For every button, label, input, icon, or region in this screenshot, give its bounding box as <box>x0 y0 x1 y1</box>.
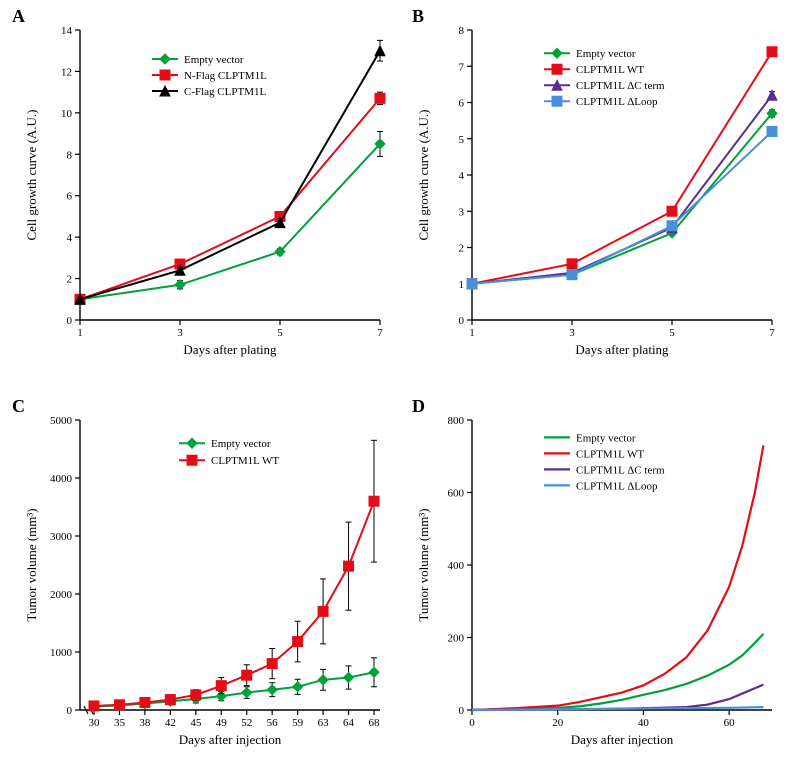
legend-C: Empty vector CLPTM1L WT <box>179 438 279 467</box>
svg-text:N-Flag CLPTM1L: N-Flag CLPTM1L <box>184 70 267 82</box>
svg-text:2: 2 <box>67 274 73 286</box>
svg-text:Tumor volume (mm³): Tumor volume (mm³) <box>416 508 431 621</box>
svg-text:Tumor volume (mm³): Tumor volume (mm³) <box>24 508 39 621</box>
svg-text:45: 45 <box>190 717 202 729</box>
svg-text:600: 600 <box>448 488 465 500</box>
svg-text:3: 3 <box>569 327 575 339</box>
svg-text:2000: 2000 <box>50 589 73 601</box>
svg-text:8: 8 <box>459 25 465 37</box>
svg-text:Days after plating: Days after plating <box>183 342 277 357</box>
svg-text:8: 8 <box>67 149 73 161</box>
svg-text:Days after injection: Days after injection <box>571 732 674 747</box>
svg-text:35: 35 <box>114 717 126 729</box>
svg-text:0: 0 <box>469 717 475 729</box>
svg-text:1: 1 <box>77 327 83 339</box>
series-B-2 <box>467 90 777 289</box>
series-A-0 <box>75 132 385 305</box>
series-D-0 <box>472 634 763 710</box>
svg-text:60: 60 <box>724 717 736 729</box>
panel-B: 0123456781357Days after platingCell grow… <box>416 25 777 357</box>
svg-text:800: 800 <box>448 415 465 427</box>
series-D-2 <box>472 685 763 710</box>
figure-root: A B C D 024681012141357Days after platin… <box>0 0 800 759</box>
svg-text:Empty vector: Empty vector <box>211 438 271 450</box>
series-B-0 <box>467 108 777 288</box>
svg-text:12: 12 <box>61 66 72 78</box>
svg-text:6: 6 <box>67 191 73 203</box>
panel-label-b: B <box>412 6 424 27</box>
svg-text:7: 7 <box>377 327 383 339</box>
svg-text:CLPTM1L WT: CLPTM1L WT <box>576 448 644 460</box>
svg-text:Empty vector: Empty vector <box>576 432 636 444</box>
svg-text:14: 14 <box>61 25 73 37</box>
legend-A: Empty vector N-Flag CLPTM1L C-Flag CLPTM1L <box>152 54 267 98</box>
svg-text:Cell growth curve (A.U.): Cell growth curve (A.U.) <box>416 109 431 240</box>
svg-text:7: 7 <box>769 327 775 339</box>
panel-C: 0 1000 2000 3000 4000 5000 30 35 38 42 45 49 52 56 59 6… <box>24 415 380 747</box>
svg-text:68: 68 <box>369 717 381 729</box>
svg-text:CLPTM1L ΔC term: CLPTM1L ΔC term <box>576 80 665 92</box>
svg-text:56: 56 <box>267 717 279 729</box>
svg-text:0: 0 <box>459 705 465 717</box>
svg-text:CLPTM1L WT: CLPTM1L WT <box>211 455 279 467</box>
svg-text:0: 0 <box>459 315 465 327</box>
figure-svg: 024681012141357Days after platingCell gr… <box>0 0 800 759</box>
svg-text:Empty vector: Empty vector <box>576 48 636 60</box>
svg-text:2: 2 <box>459 243 465 255</box>
svg-text:3: 3 <box>459 206 465 218</box>
svg-text:CLPTM1L WT: CLPTM1L WT <box>576 64 644 76</box>
svg-text:6: 6 <box>459 98 465 110</box>
panel-A: 0 2 4 6 8 10 12 14 1 3 5 7 Days after plating Cell gr… <box>24 25 385 357</box>
svg-text:3: 3 <box>177 327 183 339</box>
svg-text:5000: 5000 <box>50 415 73 427</box>
svg-text:4: 4 <box>67 232 73 244</box>
svg-text:20: 20 <box>552 717 564 729</box>
svg-text:1: 1 <box>459 279 465 291</box>
svg-text:Days after plating: Days after plating <box>575 342 669 357</box>
svg-text:4: 4 <box>459 170 465 182</box>
svg-text:5: 5 <box>669 327 675 339</box>
svg-text:64: 64 <box>343 717 355 729</box>
svg-text:30: 30 <box>89 717 101 729</box>
svg-text:5: 5 <box>277 327 283 339</box>
legend-B: Empty vector CLPTM1L WT CLPTM1L ΔC term CLP… <box>544 48 665 108</box>
svg-text:7: 7 <box>459 61 465 73</box>
svg-text:200: 200 <box>448 633 465 645</box>
svg-text:400: 400 <box>448 560 465 572</box>
svg-text:1000: 1000 <box>50 647 73 659</box>
panel-label-d: D <box>412 396 425 417</box>
svg-text:4000: 4000 <box>50 473 73 485</box>
svg-text:Cell growth curve (A.U.): Cell growth curve (A.U.) <box>24 109 39 240</box>
svg-text:5: 5 <box>459 134 465 146</box>
series-C-1 <box>89 440 379 711</box>
svg-text:Days after injection: Days after injection <box>179 732 282 747</box>
svg-text:CLPTM1L ΔLoop: CLPTM1L ΔLoop <box>576 96 658 108</box>
legend-D: Empty vector CLPTM1L WT CLPTM1L ΔC term CLP… <box>544 432 665 492</box>
svg-text:49: 49 <box>216 717 228 729</box>
svg-text:CLPTM1L ΔLoop: CLPTM1L ΔLoop <box>576 480 658 492</box>
svg-text:1: 1 <box>469 327 475 339</box>
svg-text:0: 0 <box>67 705 73 717</box>
svg-text:40: 40 <box>638 717 650 729</box>
svg-text:52: 52 <box>241 717 252 729</box>
svg-text:42: 42 <box>165 717 176 729</box>
svg-text:59: 59 <box>292 717 304 729</box>
panel-label-a: A <box>12 6 25 27</box>
svg-text:0: 0 <box>67 315 73 327</box>
panel-label-c: C <box>12 396 25 417</box>
svg-text:63: 63 <box>318 717 330 729</box>
svg-text:38: 38 <box>139 717 151 729</box>
panel-D: 0 200 400 600 800 0 20 40 60 Days after injection… <box>416 415 772 747</box>
svg-text:CLPTM1L ΔC term: CLPTM1L ΔC term <box>576 464 665 476</box>
svg-text:Empty vector: Empty vector <box>184 54 244 66</box>
svg-text:C-Flag CLPTM1L: C-Flag CLPTM1L <box>184 86 266 98</box>
svg-text:3000: 3000 <box>50 531 73 543</box>
svg-text:10: 10 <box>61 108 73 120</box>
